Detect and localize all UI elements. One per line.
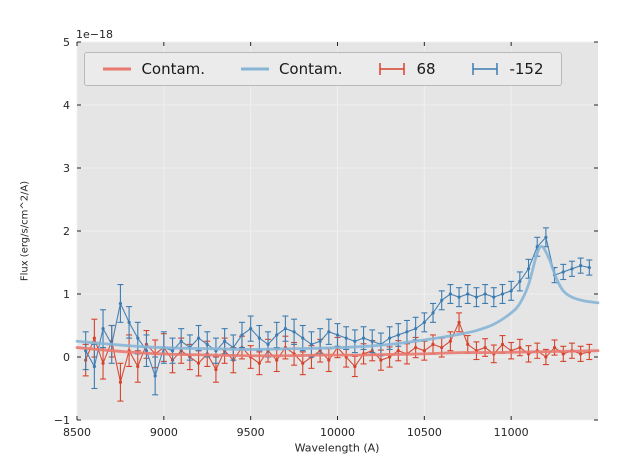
y-axis-offset-label: 1e−18	[76, 28, 113, 41]
svg-text:3: 3	[63, 162, 70, 175]
svg-text:9000: 9000	[150, 426, 178, 439]
red-errorbar-swatch-icon	[379, 63, 406, 75]
svg-text:8500: 8500	[63, 426, 91, 439]
svg-text:10500: 10500	[407, 426, 442, 439]
blue-errorbar-swatch-icon	[472, 63, 499, 75]
svg-text:2: 2	[63, 225, 70, 238]
legend-item-minus152: -152	[470, 60, 544, 78]
y-axis-label: Flux (erg/s/cm^2/A)	[19, 180, 31, 282]
svg-text:9500: 9500	[237, 426, 265, 439]
svg-text:0: 0	[63, 351, 70, 364]
legend: Contam. Contam. 68 -152	[84, 52, 562, 86]
red-line-swatch-icon	[103, 67, 132, 71]
legend-item-contam-blue: Contam.	[240, 60, 343, 78]
blue-line-swatch-icon	[240, 67, 269, 71]
svg-text:10000: 10000	[320, 426, 355, 439]
legend-label: -152	[509, 60, 544, 78]
x-axis-label: Wavelength (A)	[294, 441, 380, 455]
legend-item-68: 68	[377, 60, 436, 78]
svg-text:11000: 11000	[494, 426, 529, 439]
legend-label: 68	[416, 60, 436, 78]
svg-text:1: 1	[63, 288, 70, 301]
legend-item-contam-red: Contam.	[102, 60, 205, 78]
svg-text:−1: −1	[54, 414, 70, 427]
legend-label: Contam.	[141, 60, 206, 78]
svg-text:5: 5	[63, 36, 70, 49]
legend-label: Contam.	[278, 60, 343, 78]
svg-text:4: 4	[63, 99, 70, 112]
